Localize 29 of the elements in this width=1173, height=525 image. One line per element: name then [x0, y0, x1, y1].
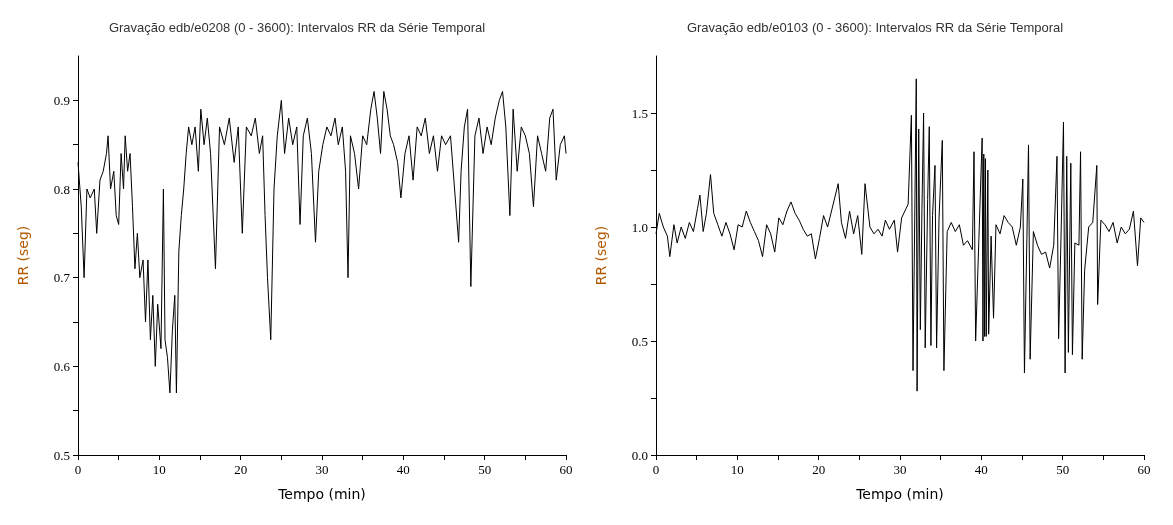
x-tick-label: 0 [74, 462, 82, 477]
x-axis-title: Tempo (min) [277, 486, 366, 502]
chart-title: Gravação edb/e0208 (0 - 3600): Intervalos RR da Série Temporal [108, 20, 486, 35]
y-tick-label: 1.0 [631, 219, 648, 235]
x-tick-label: 10 [730, 462, 744, 477]
x-axis-title: Tempo (min) [855, 486, 944, 502]
y-tick-label: 0.5 [53, 447, 70, 463]
x-tick-label: 10 [152, 462, 166, 477]
x-tick-label: 60 [559, 462, 573, 477]
y-axis-title: RR (seg) [15, 225, 31, 286]
x-tick-label: 40 [396, 462, 410, 477]
x-tick-label: 20 [234, 462, 248, 477]
y-tick-label: 0.5 [631, 333, 648, 349]
x-tick-label: 0 [652, 462, 660, 477]
x-tick-label: 50 [1056, 462, 1070, 477]
x-tick-label: 50 [478, 462, 492, 477]
chart-title: Gravação edb/e0103 (0 - 3600): Intervalos RR da Série Temporal [686, 20, 1064, 35]
x-tick-label: 30 [893, 462, 907, 477]
x-tick-label: 30 [315, 462, 329, 477]
y-tick-label: 1.5 [631, 105, 648, 121]
y-tick-label: 0.8 [53, 181, 70, 197]
y-axis-title: RR (seg) [593, 225, 609, 286]
y-tick-label: 0.6 [53, 358, 71, 374]
x-tick-label: 60 [1137, 462, 1151, 477]
y-tick-label: 0.9 [53, 92, 70, 108]
y-tick-label: 0.7 [53, 270, 71, 286]
y-tick-label: 0.0 [631, 447, 648, 463]
x-tick-label: 20 [812, 462, 826, 477]
x-tick-label: 40 [974, 462, 988, 477]
